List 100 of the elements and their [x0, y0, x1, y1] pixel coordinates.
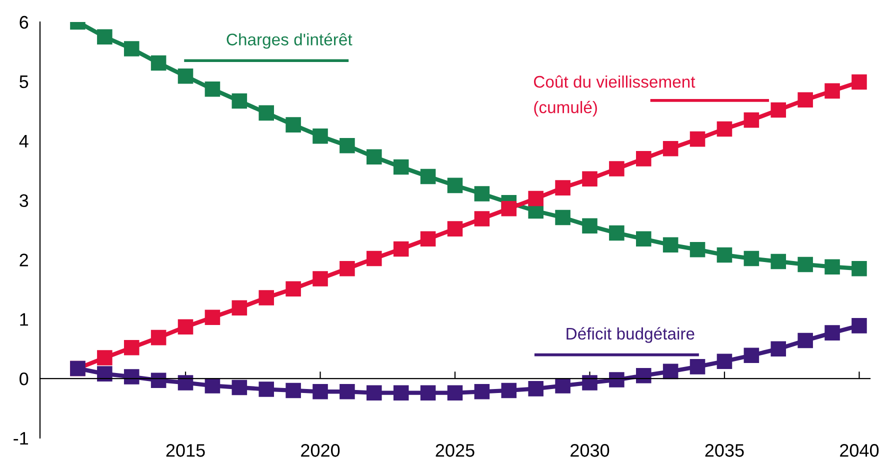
y-tick-label: 0 — [20, 372, 28, 386]
series-label: Coût du vieillissement (cumulé) — [534, 75, 696, 117]
y-tick-label: -1 — [14, 432, 28, 445]
point — [770, 102, 786, 118]
point — [178, 375, 194, 390]
point — [232, 380, 248, 396]
point — [770, 254, 786, 270]
point — [124, 41, 140, 56]
x-tick-label: 2030 — [570, 444, 610, 457]
point — [97, 29, 112, 44]
point — [690, 131, 706, 147]
point — [340, 384, 355, 400]
point — [447, 385, 463, 400]
point — [582, 218, 598, 234]
y-tick-label: 3 — [20, 194, 28, 208]
y-tick-label: 5 — [20, 76, 28, 88]
point — [852, 318, 867, 334]
point — [662, 140, 678, 156]
point — [150, 330, 166, 346]
x-tick-label: 2015 — [166, 444, 205, 457]
point — [501, 200, 517, 216]
point — [474, 186, 490, 202]
point — [474, 211, 490, 226]
point — [582, 171, 598, 187]
point — [366, 250, 382, 266]
point — [798, 332, 813, 348]
point — [366, 149, 382, 165]
point — [393, 241, 409, 257]
point — [555, 180, 570, 196]
point — [824, 259, 840, 274]
point — [286, 281, 301, 296]
point — [150, 55, 166, 71]
x-tick-label: 2025 — [436, 444, 474, 457]
point — [447, 221, 463, 236]
y-tick-label: 6 — [20, 16, 28, 29]
point — [393, 159, 409, 175]
point — [286, 117, 301, 132]
point — [744, 348, 760, 364]
point — [770, 341, 786, 356]
point — [852, 260, 867, 276]
series-label: Déficit budgétaire — [566, 327, 694, 343]
point — [798, 92, 813, 108]
point — [420, 231, 436, 247]
point — [232, 300, 248, 316]
point — [150, 372, 166, 388]
point — [852, 74, 867, 90]
point — [744, 250, 760, 266]
text: Charges d'intérêt — [226, 33, 352, 49]
point — [528, 381, 544, 396]
point — [824, 325, 840, 340]
point — [447, 178, 463, 194]
point — [474, 384, 490, 400]
point — [690, 242, 706, 258]
point — [798, 256, 813, 272]
point — [662, 237, 678, 252]
x-tick-label: 2040 — [840, 444, 879, 457]
point — [97, 366, 112, 382]
point — [258, 105, 274, 121]
point — [716, 247, 732, 263]
x-tick-label: 2035 — [705, 444, 744, 457]
point — [609, 372, 624, 388]
point — [824, 83, 840, 99]
point — [204, 310, 220, 325]
point — [636, 151, 652, 166]
point — [312, 384, 328, 400]
point — [97, 350, 112, 366]
point — [312, 271, 328, 286]
y-tick-label: 4 — [19, 134, 28, 148]
point — [312, 128, 328, 144]
point — [609, 161, 624, 176]
point — [258, 290, 274, 306]
point — [662, 364, 678, 380]
y-tick-label: 1 — [20, 313, 28, 326]
point — [204, 82, 220, 97]
point — [555, 378, 570, 394]
point — [582, 375, 598, 390]
point — [124, 369, 140, 384]
point — [286, 382, 301, 398]
point — [393, 385, 409, 400]
point — [609, 225, 624, 241]
point — [528, 190, 544, 206]
point — [555, 210, 570, 226]
point — [501, 382, 517, 398]
point — [744, 112, 760, 128]
y-tick-label: 2 — [20, 254, 28, 266]
point — [340, 138, 355, 154]
point — [420, 168, 436, 184]
point — [420, 385, 436, 400]
point — [178, 68, 194, 84]
point — [716, 121, 732, 137]
point — [178, 319, 194, 335]
point — [232, 93, 248, 109]
point — [366, 385, 382, 400]
point — [690, 359, 706, 374]
point — [636, 368, 652, 384]
point — [204, 378, 220, 394]
point — [340, 260, 355, 276]
point — [124, 340, 140, 356]
point — [716, 354, 732, 369]
point — [258, 382, 274, 397]
